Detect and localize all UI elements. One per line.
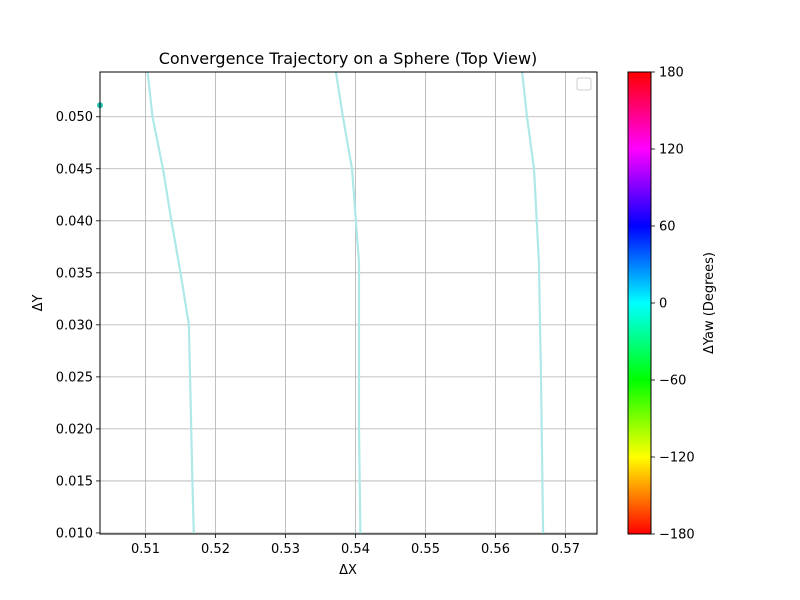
y-tick-label: 0.050 (56, 110, 93, 125)
trajectory-line (520, 72, 545, 534)
x-tick-label: 0.53 (271, 542, 300, 557)
colorbar (627, 71, 652, 535)
y-tick-label: 0.045 (56, 162, 93, 177)
x-axis-label: ΔX (339, 563, 357, 578)
chart-title: Convergence Trajectory on a Sphere (Top … (159, 49, 538, 68)
colorbar-tick-label: 60 (659, 220, 676, 235)
grid-lines (100, 72, 597, 534)
colorbar-tick-label: 180 (659, 66, 684, 81)
plot-area-frame (99, 71, 598, 535)
trajectory-line (146, 72, 195, 534)
x-tick-label: 0.51 (131, 542, 160, 557)
y-tick-label: 0.015 (56, 474, 93, 489)
y-tick-label: 0.025 (56, 370, 93, 385)
colorbar-tick-label: 120 (659, 143, 684, 158)
y-tick-label: 0.035 (56, 266, 93, 281)
series-group (146, 72, 545, 534)
y-tick-label: 0.010 (56, 526, 93, 541)
x-tick-label: 0.55 (411, 542, 440, 557)
colorbar-label: ΔYaw (Degrees) (702, 252, 717, 354)
y-tick-label: 0.020 (56, 422, 93, 437)
x-axis: 0.51 0.52 0.53 0.54 0.55 0.56 0.57 (131, 534, 580, 557)
colorbar-tick-label: −60 (659, 374, 686, 389)
colorbar-axis: 180 120 60 0 −60 −120 −180 (651, 66, 695, 543)
colorbar-tick-label: 0 (659, 297, 667, 312)
colorbar-tick-label: −120 (659, 451, 695, 466)
x-tick-label: 0.57 (551, 542, 580, 557)
trajectory-line (334, 72, 362, 534)
x-tick-label: 0.56 (481, 542, 510, 557)
colorbar-tick-label: −180 (659, 528, 695, 543)
x-tick-label: 0.54 (341, 542, 370, 557)
y-axis: 0.010 0.015 0.020 0.025 0.030 0.035 0.040 0.045… (56, 110, 100, 541)
y-tick-label: 0.030 (56, 318, 93, 333)
legend-box (576, 77, 592, 91)
x-tick-label: 0.52 (201, 542, 230, 557)
y-tick-label: 0.040 (56, 214, 93, 229)
y-axis-label: ΔY (31, 295, 46, 312)
